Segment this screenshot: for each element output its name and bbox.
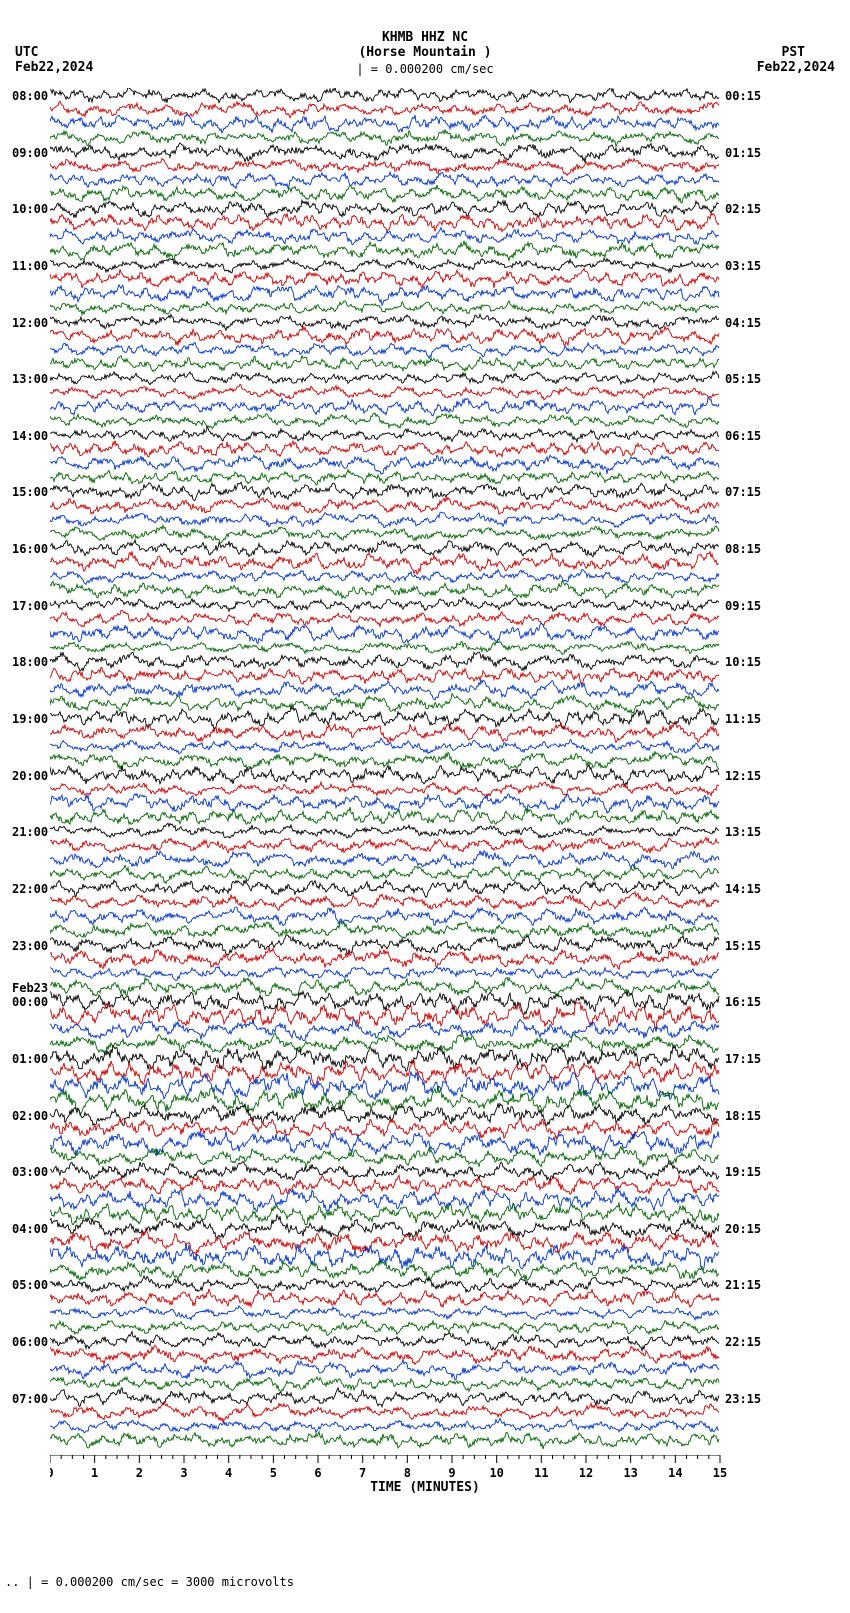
date-left: Feb22,2024 — [15, 60, 93, 75]
time-label-left: 03:00 — [12, 1165, 48, 1179]
time-label-left: 08:00 — [12, 89, 48, 103]
helicorder-svg — [50, 88, 720, 1468]
time-label-right: 07:15 — [725, 485, 761, 499]
time-label-right: 23:15 — [725, 1392, 761, 1406]
time-label-right: 00:15 — [725, 89, 761, 103]
plot-area — [50, 88, 720, 1448]
time-label-right: 14:15 — [725, 882, 761, 896]
time-label-left: 21:00 — [12, 825, 48, 839]
time-label-left: 06:00 — [12, 1335, 48, 1349]
svg-text:7: 7 — [359, 1466, 366, 1480]
time-label-right: 06:15 — [725, 429, 761, 443]
time-label-right: 01:15 — [725, 146, 761, 160]
time-label-right: 11:15 — [725, 712, 761, 726]
svg-text:12: 12 — [579, 1466, 593, 1480]
svg-text:5: 5 — [270, 1466, 277, 1480]
svg-text:1: 1 — [91, 1466, 98, 1480]
svg-text:10: 10 — [489, 1466, 503, 1480]
time-label-right: 13:15 — [725, 825, 761, 839]
time-label-right: 05:15 — [725, 372, 761, 386]
time-label-left: 16:00 — [12, 542, 48, 556]
time-label-right: 04:15 — [725, 316, 761, 330]
time-label-right: 10:15 — [725, 655, 761, 669]
time-label-right: 02:15 — [725, 202, 761, 216]
svg-text:15: 15 — [713, 1466, 727, 1480]
time-label-right: 22:15 — [725, 1335, 761, 1349]
svg-text:2: 2 — [136, 1466, 143, 1480]
time-label-left: 18:00 — [12, 655, 48, 669]
time-label-left: 09:00 — [12, 146, 48, 160]
svg-text:0: 0 — [50, 1466, 54, 1480]
time-label-left: 15:00 — [12, 485, 48, 499]
svg-text:14: 14 — [668, 1466, 682, 1480]
time-label-left: 07:00 — [12, 1392, 48, 1406]
timezone-right: PST — [782, 45, 805, 60]
time-label-left: 13:00 — [12, 372, 48, 386]
svg-text:11: 11 — [534, 1466, 548, 1480]
date-right: Feb22,2024 — [757, 60, 835, 75]
time-label-right: 08:15 — [725, 542, 761, 556]
svg-text:8: 8 — [404, 1466, 411, 1480]
time-label-right: 17:15 — [725, 1052, 761, 1066]
time-label-left: 00:00 — [12, 995, 48, 1009]
time-label-left: 11:00 — [12, 259, 48, 273]
time-label-left: 12:00 — [12, 316, 48, 330]
footer-scale: .. | = 0.000200 cm/sec = 3000 microvolts — [5, 1575, 294, 1589]
time-label-right: 15:15 — [725, 939, 761, 953]
time-label-left: 02:00 — [12, 1109, 48, 1123]
time-label-left: 19:00 — [12, 712, 48, 726]
date-marker: Feb23 — [12, 981, 48, 995]
svg-text:6: 6 — [314, 1466, 321, 1480]
time-label-left: 10:00 — [12, 202, 48, 216]
time-label-left: 05:00 — [12, 1278, 48, 1292]
time-label-right: 12:15 — [725, 769, 761, 783]
svg-text:3: 3 — [180, 1466, 187, 1480]
svg-text:4: 4 — [225, 1466, 232, 1480]
svg-text:13: 13 — [623, 1466, 637, 1480]
time-label-left: 14:00 — [12, 429, 48, 443]
scale-label: | = 0.000200 cm/sec — [0, 62, 850, 76]
time-label-right: 19:15 — [725, 1165, 761, 1179]
timezone-left: UTC — [15, 45, 38, 60]
time-label-left: 17:00 — [12, 599, 48, 613]
station-subtitle: (Horse Mountain ) — [0, 45, 850, 60]
station-title: KHMB HHZ NC — [0, 30, 850, 45]
time-label-left: 20:00 — [12, 769, 48, 783]
helicorder-container: KHMB HHZ NC (Horse Mountain ) | = 0.0002… — [0, 0, 850, 1613]
time-label-left: 22:00 — [12, 882, 48, 896]
time-label-right: 09:15 — [725, 599, 761, 613]
time-label-left: 23:00 — [12, 939, 48, 953]
svg-text:9: 9 — [448, 1466, 455, 1480]
time-label-right: 16:15 — [725, 995, 761, 1009]
time-label-right: 21:15 — [725, 1278, 761, 1292]
time-label-right: 03:15 — [725, 259, 761, 273]
time-label-right: 18:15 — [725, 1109, 761, 1123]
time-label-left: 04:00 — [12, 1222, 48, 1236]
x-axis-label: TIME (MINUTES) — [0, 1480, 850, 1495]
time-label-right: 20:15 — [725, 1222, 761, 1236]
time-label-left: 01:00 — [12, 1052, 48, 1066]
